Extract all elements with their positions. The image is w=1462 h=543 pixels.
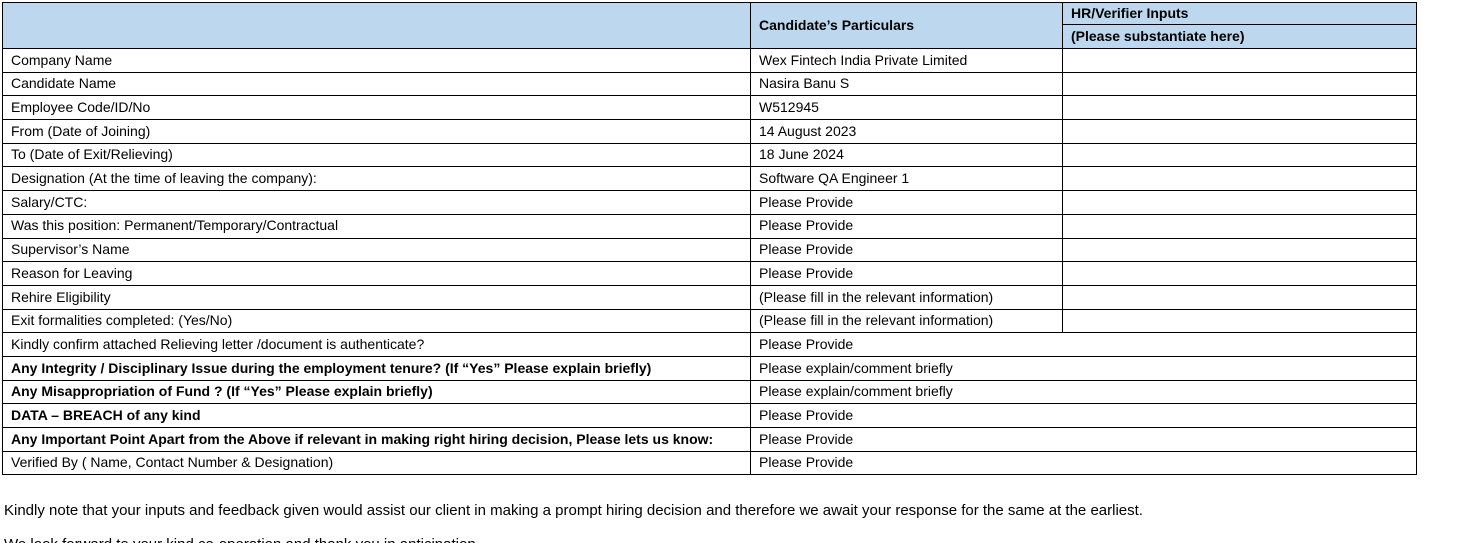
row-label-cell: Any Integrity / Disciplinary Issue durin… <box>2 355 751 381</box>
row-label-cell: Any Important Point Apart from the Above… <box>2 427 751 452</box>
hr-input-cell[interactable] <box>1062 190 1417 215</box>
row-label-cell: Was this position: Permanent/Temporary/C… <box>2 213 751 239</box>
row-label-cell: Any Misappropriation of Fund ? (If “Yes”… <box>2 379 751 405</box>
table-row: Kindly confirm attached Relieving letter… <box>2 332 1417 357</box>
row-value-cell[interactable]: Please explain/comment briefly <box>750 355 1417 381</box>
hr-input-cell[interactable] <box>1062 142 1417 168</box>
table-row: Employee Code/ID/No W512945 <box>2 95 1417 121</box>
row-label-cell: Salary/CTC: <box>2 190 751 215</box>
table-row: Any Integrity / Disciplinary Issue durin… <box>2 355 1417 381</box>
row-label-cell: DATA – BREACH of any kind <box>2 403 751 428</box>
footer-note-2: We look forward to your kind co-operatio… <box>4 536 1462 543</box>
table-row: Verified By ( Name, Contact Number & Des… <box>2 450 1417 476</box>
table-row: To (Date of Exit/Relieving) 18 June 2024 <box>2 142 1417 168</box>
table-row: From (Date of Joining) 14 August 2023 <box>2 119 1417 144</box>
please-substantiate-header: (Please substantiate here) <box>1062 24 1417 49</box>
table-row: Salary/CTC: Please Provide <box>2 190 1417 215</box>
row-value-cell[interactable]: Please Provide <box>750 427 1417 452</box>
table-row: Supervisor’s Name Please Provide <box>2 237 1417 263</box>
row-label-cell: Supervisor’s Name <box>2 237 751 263</box>
table-row: Exit formalities completed: (Yes/No) (Pl… <box>2 308 1417 334</box>
table-row: Company Name Wex Fintech India Private L… <box>2 48 1417 73</box>
row-value-cell[interactable]: W512945 <box>750 95 1063 121</box>
row-label-cell: Employee Code/ID/No <box>2 95 751 121</box>
row-label-cell: Company Name <box>2 48 751 73</box>
candidates-particulars-header: Candidate’s Particulars <box>750 2 1063 49</box>
table-row: Rehire Eligibility (Please fill in the r… <box>2 284 1417 310</box>
footer-note-1: Kindly note that your inputs and feedbac… <box>4 502 1143 520</box>
row-value-cell[interactable]: (Please fill in the relevant information… <box>750 308 1063 334</box>
table-row: Any Misappropriation of Fund ? (If “Yes”… <box>2 379 1417 405</box>
header-row-top: Candidate’s Particulars HR/Verifier Inpu… <box>2 2 1417 49</box>
hr-input-cell[interactable] <box>1062 237 1417 263</box>
row-value-cell[interactable]: Software QA Engineer 1 <box>750 166 1063 192</box>
row-label-cell: Designation (At the time of leaving the … <box>2 166 751 192</box>
row-value-cell[interactable]: Please Provide <box>750 332 1417 357</box>
header-row-bottom: (Please substantiate here) <box>3 24 1417 49</box>
header-blank-cell <box>2 2 751 49</box>
row-value-cell[interactable]: Please Provide <box>750 190 1063 215</box>
row-value-cell[interactable]: (Please fill in the relevant information… <box>750 284 1063 310</box>
hr-input-cell[interactable] <box>1062 166 1417 192</box>
table-row: DATA – BREACH of any kind Please Provide <box>2 403 1417 428</box>
table-header: Candidate’s Particulars HR/Verifier Inpu… <box>2 2 1417 49</box>
hr-input-cell[interactable] <box>1062 308 1417 334</box>
table-body: Company Name Wex Fintech India Private L… <box>2 48 1417 476</box>
table-row: Candidate Name Nasira Banu S <box>2 71 1417 97</box>
row-value-cell[interactable]: Nasira Banu S <box>750 71 1063 97</box>
hr-input-cell[interactable] <box>1062 284 1417 310</box>
hr-input-cell[interactable] <box>1062 119 1417 144</box>
footer-notes: Kindly note that your inputs and feedbac… <box>4 502 1462 543</box>
row-value-cell[interactable]: Please Provide <box>750 237 1063 263</box>
row-label-cell: Reason for Leaving <box>2 261 751 286</box>
table-row: Designation (At the time of leaving the … <box>2 166 1417 192</box>
row-label-cell: Kindly confirm attached Relieving letter… <box>2 332 751 357</box>
row-value-cell[interactable]: Please Provide <box>750 213 1063 239</box>
row-value-cell[interactable]: Please explain/comment briefly <box>750 379 1417 405</box>
table-row: Any Important Point Apart from the Above… <box>2 427 1417 452</box>
hr-verifier-inputs-header: HR/Verifier Inputs <box>1062 2 1417 25</box>
row-label-cell: Rehire Eligibility <box>2 284 751 310</box>
hr-input-cell[interactable] <box>1062 261 1417 286</box>
row-value-cell[interactable]: 14 August 2023 <box>750 119 1063 144</box>
row-value-cell[interactable]: Wex Fintech India Private Limited <box>750 48 1063 73</box>
row-value-cell[interactable]: Please Provide <box>750 403 1417 428</box>
hr-input-cell[interactable] <box>1062 213 1417 239</box>
hr-input-cell[interactable] <box>1062 71 1417 97</box>
row-value-cell[interactable]: 18 June 2024 <box>750 142 1063 168</box>
hr-input-cell[interactable] <box>1062 48 1417 73</box>
row-label-cell: To (Date of Exit/Relieving) <box>2 142 751 168</box>
row-label-cell: From (Date of Joining) <box>2 119 751 144</box>
row-label-cell: Candidate Name <box>2 71 751 97</box>
row-label-cell: Exit formalities completed: (Yes/No) <box>2 308 751 334</box>
row-label-cell: Verified By ( Name, Contact Number & Des… <box>2 450 751 476</box>
row-value-cell[interactable]: Please Provide <box>750 261 1063 286</box>
row-value-cell[interactable]: Please Provide <box>750 450 1417 476</box>
hr-input-cell[interactable] <box>1062 95 1417 121</box>
verification-table: Candidate’s Particulars HR/Verifier Inpu… <box>2 2 1417 476</box>
table-row: Was this position: Permanent/Temporary/C… <box>2 213 1417 239</box>
table-row: Reason for Leaving Please Provide <box>2 261 1417 286</box>
